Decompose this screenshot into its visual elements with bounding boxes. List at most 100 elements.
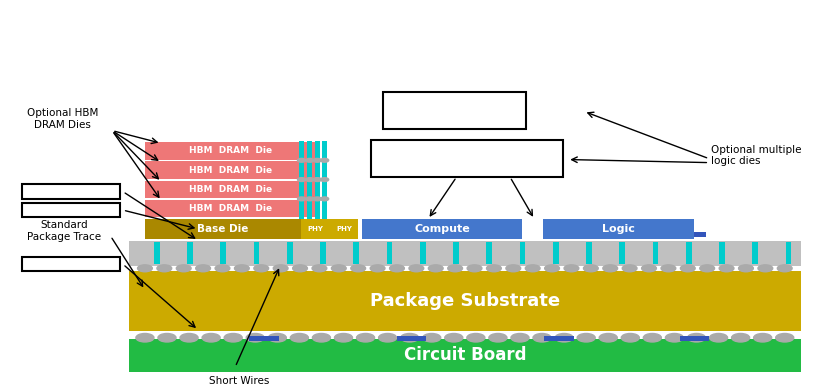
FancyBboxPatch shape xyxy=(315,160,320,180)
FancyBboxPatch shape xyxy=(128,240,801,266)
FancyBboxPatch shape xyxy=(145,181,318,198)
FancyBboxPatch shape xyxy=(719,242,724,265)
Circle shape xyxy=(621,333,639,342)
Circle shape xyxy=(687,333,705,342)
FancyBboxPatch shape xyxy=(370,140,563,177)
Circle shape xyxy=(254,265,269,272)
FancyBboxPatch shape xyxy=(322,160,327,180)
Circle shape xyxy=(332,265,347,272)
Circle shape xyxy=(298,178,306,182)
Circle shape xyxy=(268,333,286,342)
Circle shape xyxy=(298,197,306,201)
Circle shape xyxy=(758,265,772,272)
FancyBboxPatch shape xyxy=(221,242,226,265)
Circle shape xyxy=(732,333,749,342)
Circle shape xyxy=(719,265,734,272)
Circle shape xyxy=(390,265,404,272)
FancyBboxPatch shape xyxy=(322,198,327,219)
Circle shape xyxy=(666,333,683,342)
Circle shape xyxy=(577,333,595,342)
FancyBboxPatch shape xyxy=(22,184,120,199)
FancyBboxPatch shape xyxy=(362,219,522,238)
Circle shape xyxy=(622,265,637,272)
FancyBboxPatch shape xyxy=(543,219,695,238)
FancyBboxPatch shape xyxy=(653,242,658,265)
Circle shape xyxy=(642,265,657,272)
FancyBboxPatch shape xyxy=(383,92,526,129)
Circle shape xyxy=(196,265,211,272)
Circle shape xyxy=(158,333,176,342)
FancyBboxPatch shape xyxy=(553,242,558,265)
Circle shape xyxy=(334,333,352,342)
Text: Circuit Board: Circuit Board xyxy=(404,346,526,364)
FancyBboxPatch shape xyxy=(353,242,359,265)
Circle shape xyxy=(525,265,540,272)
FancyBboxPatch shape xyxy=(22,203,120,217)
FancyBboxPatch shape xyxy=(299,160,304,180)
Circle shape xyxy=(445,333,463,342)
FancyBboxPatch shape xyxy=(519,242,525,265)
Circle shape xyxy=(306,178,314,182)
Circle shape xyxy=(321,197,328,201)
FancyBboxPatch shape xyxy=(287,242,293,265)
Circle shape xyxy=(321,178,328,182)
Circle shape xyxy=(176,265,191,272)
FancyBboxPatch shape xyxy=(686,242,691,265)
FancyBboxPatch shape xyxy=(320,242,326,265)
Circle shape xyxy=(600,333,617,342)
FancyBboxPatch shape xyxy=(315,141,320,161)
Circle shape xyxy=(224,333,242,342)
Circle shape xyxy=(506,265,521,272)
Circle shape xyxy=(489,333,507,342)
FancyBboxPatch shape xyxy=(301,219,329,238)
FancyBboxPatch shape xyxy=(329,219,358,238)
FancyBboxPatch shape xyxy=(322,141,327,161)
Circle shape xyxy=(293,265,308,272)
Circle shape xyxy=(423,333,441,342)
FancyBboxPatch shape xyxy=(299,179,304,199)
Circle shape xyxy=(511,333,529,342)
Circle shape xyxy=(533,333,551,342)
Text: Logic: Logic xyxy=(602,224,635,234)
Text: PHY: PHY xyxy=(336,226,351,232)
FancyBboxPatch shape xyxy=(619,242,625,265)
Circle shape xyxy=(428,265,443,272)
FancyBboxPatch shape xyxy=(695,232,706,237)
FancyBboxPatch shape xyxy=(420,242,426,265)
Circle shape xyxy=(710,333,728,342)
Circle shape xyxy=(313,178,321,182)
FancyBboxPatch shape xyxy=(145,142,318,159)
Text: Optional HBM
DRAM Dies: Optional HBM DRAM Dies xyxy=(27,108,98,130)
FancyBboxPatch shape xyxy=(128,339,801,371)
Circle shape xyxy=(306,158,314,162)
Circle shape xyxy=(555,333,573,342)
FancyBboxPatch shape xyxy=(154,242,160,265)
FancyBboxPatch shape xyxy=(453,242,459,265)
Circle shape xyxy=(447,265,462,272)
FancyBboxPatch shape xyxy=(308,141,313,161)
Circle shape xyxy=(235,265,249,272)
FancyBboxPatch shape xyxy=(299,198,304,219)
FancyBboxPatch shape xyxy=(145,219,301,238)
FancyBboxPatch shape xyxy=(680,336,710,341)
FancyBboxPatch shape xyxy=(187,242,193,265)
FancyBboxPatch shape xyxy=(753,242,758,265)
Circle shape xyxy=(467,265,482,272)
FancyBboxPatch shape xyxy=(397,336,426,341)
FancyBboxPatch shape xyxy=(786,242,791,265)
Circle shape xyxy=(356,333,375,342)
Circle shape xyxy=(273,265,288,272)
FancyBboxPatch shape xyxy=(586,242,592,265)
Circle shape xyxy=(215,265,230,272)
Text: Optional multiple
logic dies: Optional multiple logic dies xyxy=(711,145,801,166)
Circle shape xyxy=(351,265,366,272)
Circle shape xyxy=(681,265,696,272)
Circle shape xyxy=(202,333,220,342)
Circle shape xyxy=(298,158,306,162)
FancyBboxPatch shape xyxy=(322,179,327,199)
Text: Base Die: Base Die xyxy=(197,224,249,234)
Circle shape xyxy=(370,265,385,272)
Circle shape xyxy=(313,158,321,162)
Circle shape xyxy=(564,265,579,272)
Circle shape xyxy=(313,333,331,342)
